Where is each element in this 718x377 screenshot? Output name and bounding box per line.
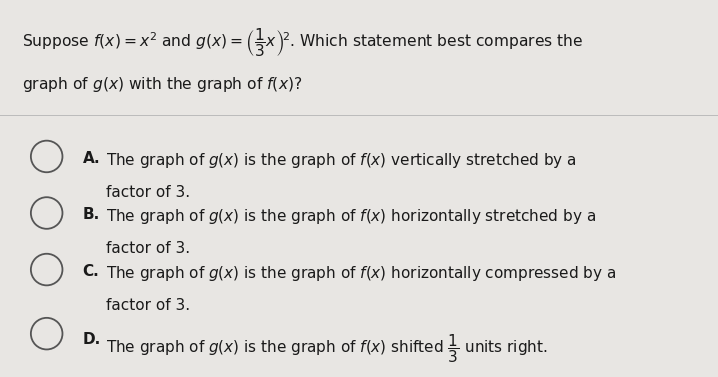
Text: factor of 3.: factor of 3.	[106, 241, 190, 256]
Text: B.: B.	[83, 207, 100, 222]
Text: Suppose $f(x) = x^2$ and $g(x) = \left(\dfrac{1}{3}x\right)^{\!2}$. Which statem: Suppose $f(x) = x^2$ and $g(x) = \left(\…	[22, 26, 583, 59]
Text: factor of 3.: factor of 3.	[106, 185, 190, 200]
Text: graph of $g(x)$ with the graph of $f(x)$?: graph of $g(x)$ with the graph of $f(x)$…	[22, 75, 302, 94]
Text: D.: D.	[83, 332, 101, 347]
Text: The graph of $g(x)$ is the graph of $f(x)$ horizontally stretched by a: The graph of $g(x)$ is the graph of $f(x…	[106, 207, 596, 226]
Text: A.: A.	[83, 151, 101, 166]
Text: The graph of $g(x)$ is the graph of $f(x)$ horizontally compressed by a: The graph of $g(x)$ is the graph of $f(x…	[106, 264, 617, 283]
Text: factor of 3.: factor of 3.	[106, 298, 190, 313]
Text: C.: C.	[83, 264, 99, 279]
Text: The graph of $g(x)$ is the graph of $f(x)$ vertically stretched by a: The graph of $g(x)$ is the graph of $f(x…	[106, 151, 577, 170]
Text: The graph of $g(x)$ is the graph of $f(x)$ shifted $\dfrac{1}{3}$ units right.: The graph of $g(x)$ is the graph of $f(x…	[106, 332, 548, 365]
